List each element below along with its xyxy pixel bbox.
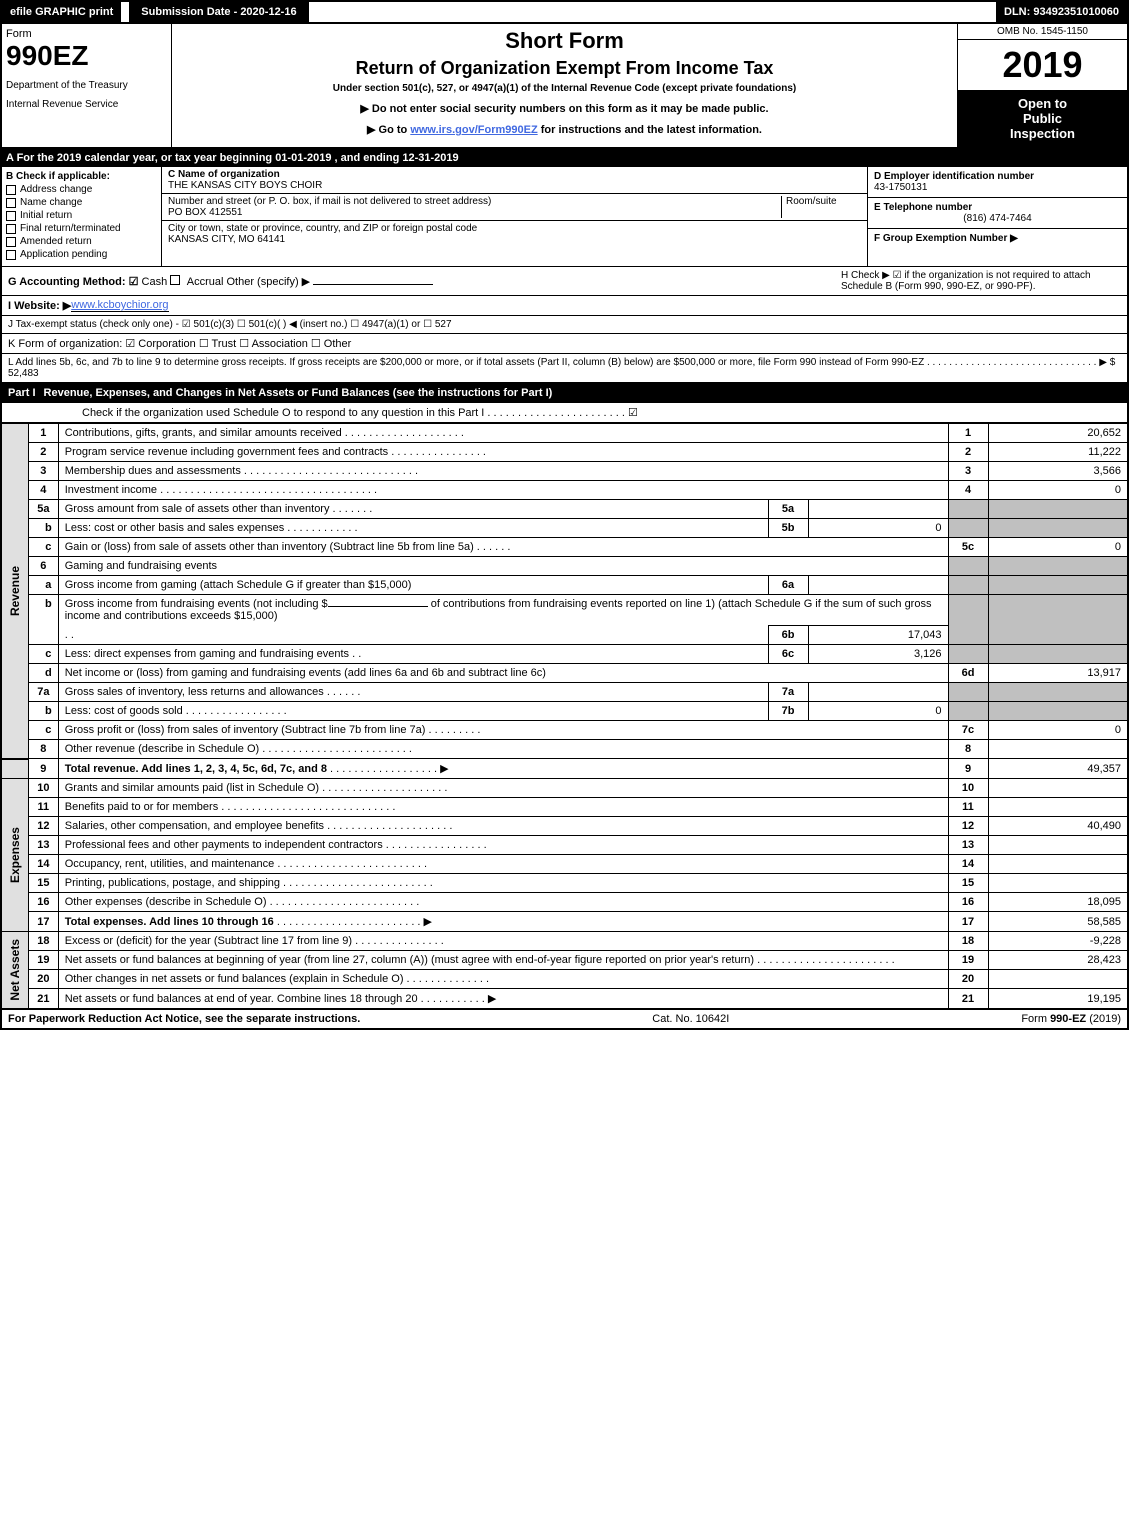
line-18-val: -9,228	[988, 932, 1128, 951]
section-e-label: E Telephone number	[874, 202, 1121, 213]
under-section: Under section 501(c), 527, or 4947(a)(1)…	[180, 83, 949, 94]
expenses-label: Expenses	[8, 827, 22, 883]
dln-label: DLN: 93492351010060	[996, 2, 1127, 22]
irs-link[interactable]: www.irs.gov/Form990EZ	[410, 124, 537, 136]
section-d-label: D Employer identification number	[874, 171, 1121, 182]
part1-label: Part I	[8, 387, 44, 399]
section-i-label: I Website: ▶	[8, 299, 71, 312]
form-number: 990EZ	[6, 40, 167, 72]
line-6b-val: 17,043	[808, 626, 948, 645]
submission-date: Submission Date - 2020-12-16	[129, 2, 308, 22]
footer-right: Form 990-EZ (2019)	[1021, 1013, 1121, 1025]
line-6a-val	[808, 576, 948, 595]
part1-check: Check if the organization used Schedule …	[0, 403, 1129, 423]
footer-center: Cat. No. 10642I	[360, 1013, 1021, 1025]
short-form-title: Short Form	[180, 28, 949, 54]
netassets-label: Net Assets	[8, 939, 22, 1001]
line-1-rnum: 1	[948, 424, 988, 443]
section-f-label: F Group Exemption Number ▶	[874, 233, 1121, 244]
line-1-num: 1	[29, 424, 59, 443]
checkbox-name[interactable]	[6, 198, 16, 208]
line-20-val	[988, 970, 1128, 989]
line-1-val: 20,652	[988, 424, 1128, 443]
section-g-label: G Accounting Method:	[8, 276, 126, 288]
part1-header: Part I Revenue, Expenses, and Changes in…	[0, 383, 1129, 403]
section-g-row: G Accounting Method: ☑ Cash Accrual Othe…	[0, 267, 1129, 296]
line-17-val: 58,585	[988, 912, 1128, 932]
line-5a-val	[808, 500, 948, 519]
checkbox-pending[interactable]	[6, 250, 16, 260]
line-12-val: 40,490	[988, 817, 1128, 836]
ein-value: 43-1750131	[874, 182, 1121, 193]
line-5c-val: 0	[988, 538, 1128, 557]
footer-left: For Paperwork Reduction Act Notice, see …	[8, 1013, 360, 1025]
instruction-link: ▶ Go to www.irs.gov/Form990EZ for instru…	[180, 123, 949, 136]
efile-label[interactable]: efile GRAPHIC print	[2, 2, 121, 22]
city-label: City or town, state or province, country…	[168, 223, 861, 234]
instruction-ssn: ▶ Do not enter social security numbers o…	[180, 102, 949, 115]
top-bar: efile GRAPHIC print Submission Date - 20…	[0, 0, 1129, 22]
dept-treasury: Department of the Treasury	[6, 80, 167, 91]
room-label: Room/suite	[781, 196, 861, 218]
line-6c-val: 3,126	[808, 645, 948, 664]
line-3-val: 3,566	[988, 462, 1128, 481]
line-19-val: 28,423	[988, 951, 1128, 970]
section-l-row: L Add lines 5b, 6c, and 7b to line 9 to …	[0, 354, 1129, 383]
form-label: Form	[6, 28, 167, 40]
line-14-val	[988, 855, 1128, 874]
line-6d-val: 13,917	[988, 664, 1128, 683]
cash-check: ☑	[129, 276, 139, 288]
org-address: PO BOX 412551	[168, 207, 781, 218]
dept-irs: Internal Revenue Service	[6, 99, 167, 110]
part1-title: Revenue, Expenses, and Changes in Net As…	[44, 387, 553, 399]
line-5b-val: 0	[808, 519, 948, 538]
line-16-val: 18,095	[988, 893, 1128, 912]
section-c-label: C Name of organization	[168, 169, 861, 180]
line-7c-val: 0	[988, 721, 1128, 740]
page-footer: For Paperwork Reduction Act Notice, see …	[0, 1009, 1129, 1030]
checkbox-amended[interactable]	[6, 237, 16, 247]
info-section: B Check if applicable: Address change Na…	[0, 167, 1129, 267]
accrual-check[interactable]	[170, 275, 180, 285]
revenue-table: Revenue 1 Contributions, gifts, grants, …	[0, 423, 1129, 1009]
org-name: THE KANSAS CITY BOYS CHOIR	[168, 180, 861, 191]
section-b-label: B Check if applicable:	[6, 171, 157, 182]
omb-number: OMB No. 1545-1150	[958, 24, 1127, 40]
addr-label: Number and street (or P. O. box, if mail…	[168, 196, 781, 207]
line-4-val: 0	[988, 481, 1128, 500]
checkbox-final[interactable]	[6, 224, 16, 234]
line-10-val	[988, 779, 1128, 798]
checkbox-address[interactable]	[6, 185, 16, 195]
tax-year: 2019	[958, 40, 1127, 90]
line-15-val	[988, 874, 1128, 893]
website-link[interactable]: www.kcboychior.org	[71, 299, 168, 312]
revenue-label: Revenue	[8, 566, 22, 616]
form-header: Form 990EZ Department of the Treasury In…	[0, 22, 1129, 149]
open-to-public: Open to Public Inspection	[958, 90, 1127, 147]
line-8-val	[988, 740, 1128, 759]
section-h: H Check ▶ ☑ if the organization is not r…	[841, 270, 1121, 292]
line-7b-val: 0	[808, 702, 948, 721]
section-j-row: J Tax-exempt status (check only one) - ☑…	[0, 316, 1129, 334]
phone-value: (816) 474-7464	[874, 213, 1121, 224]
line-7a-val	[808, 683, 948, 702]
return-title: Return of Organization Exempt From Incom…	[180, 58, 949, 79]
line-21-val: 19,195	[988, 989, 1128, 1009]
checkbox-initial[interactable]	[6, 211, 16, 221]
line-11-val	[988, 798, 1128, 817]
section-k-row: K Form of organization: ☑ Corporation ☐ …	[0, 334, 1129, 354]
line-2-val: 11,222	[988, 443, 1128, 462]
line-9-val: 49,357	[988, 759, 1128, 779]
section-i-row: I Website: ▶ www.kcboychior.org	[0, 296, 1129, 316]
org-city: KANSAS CITY, MO 64141	[168, 234, 861, 245]
line-13-val	[988, 836, 1128, 855]
tax-year-bar: A For the 2019 calendar year, or tax yea…	[0, 149, 1129, 167]
